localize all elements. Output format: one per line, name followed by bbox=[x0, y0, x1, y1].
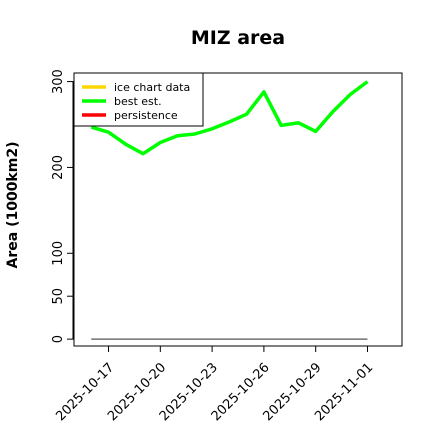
y-tick-label: 300 bbox=[51, 69, 66, 94]
y-tick-label: 0 bbox=[51, 335, 66, 343]
y-tick-label: 100 bbox=[51, 241, 66, 266]
y-tick-label: 50 bbox=[51, 288, 66, 305]
legend-label-persistence: persistence bbox=[114, 109, 178, 122]
series-line-best-est bbox=[90, 80, 369, 156]
y-tick-label: 200 bbox=[51, 155, 66, 180]
legend-label-best-est: best est. bbox=[114, 95, 162, 108]
y-axis-label: Area (1000km2) bbox=[5, 142, 21, 269]
chart-title: MIZ area bbox=[191, 27, 285, 49]
legend-label-ice-chart-data: ice chart data bbox=[114, 81, 190, 94]
